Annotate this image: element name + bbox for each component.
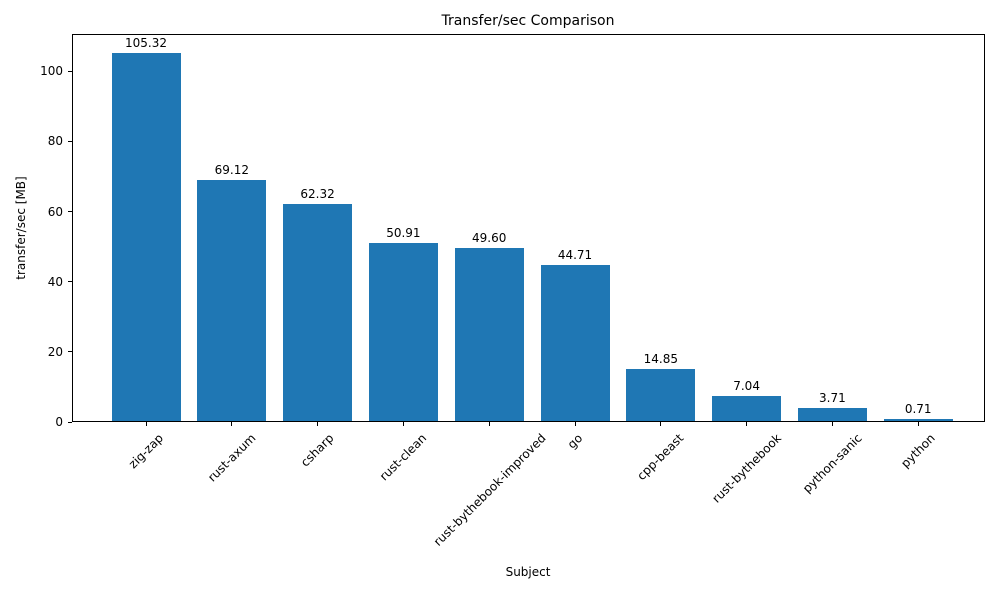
x-tick-label: rust-clean [377, 431, 430, 484]
x-tick-mark [746, 422, 748, 426]
y-tick-mark [68, 70, 72, 72]
x-tick-label: cpp-beast [634, 431, 687, 483]
x-tick-label: python [898, 431, 938, 471]
x-tick-mark [488, 422, 490, 426]
x-tick-mark [317, 422, 319, 426]
plot-area: 105.32 69.12 62.32 50.91 49.60 44.71 14.85 7.04… [72, 34, 985, 422]
bar-go [540, 264, 610, 421]
x-tick-mark [660, 422, 662, 426]
x-tick-label: python-sanic [799, 431, 865, 496]
bar-zig-zap [111, 53, 181, 421]
bar-rust-bythebook [712, 396, 782, 421]
x-tick-label: go [564, 431, 586, 452]
y-axis-label: transfer/sec [MB] [14, 176, 28, 280]
x-tick-label: rust-bythebook-improved [430, 431, 549, 549]
x-tick-mark [145, 422, 147, 426]
bar-rust-clean [368, 243, 438, 421]
y-tick-mark [68, 140, 72, 142]
bar-python-sanic [797, 408, 867, 421]
bar-value-label: 50.91 [386, 226, 421, 241]
bar-value-label: 44.71 [557, 247, 593, 262]
x-tick-mark [402, 422, 404, 426]
x-tick-label: rust-axum [205, 431, 259, 485]
bar-rust-bythebook-improved [454, 247, 524, 421]
y-tick-mark [68, 211, 72, 212]
bar-value-label: 14.85 [643, 352, 678, 367]
y-tick-label: 40 [47, 274, 63, 289]
bar-value-label: 7.04 [733, 379, 760, 394]
x-axis-label: Subject [505, 565, 551, 579]
bar-python [883, 418, 953, 421]
bar-value-label: 49.60 [472, 230, 507, 245]
x-tick-mark [831, 422, 833, 426]
y-tick-mark [68, 421, 72, 423]
bar-value-label: 0.71 [904, 401, 932, 416]
y-tick-label: 80 [47, 134, 63, 149]
y-tick-label: 100 [40, 64, 63, 79]
bar-value-label: 62.32 [300, 186, 335, 201]
x-tick-label: csharp [298, 431, 337, 470]
x-tick-mark [917, 422, 919, 426]
x-tick-mark [231, 422, 233, 426]
bar-value-label: 3.71 [819, 391, 846, 406]
y-tick-mark [68, 351, 72, 353]
x-tick-label: rust-bythebook [709, 431, 785, 506]
y-tick-label: 60 [47, 204, 63, 219]
bar-cpp-beast [626, 369, 696, 421]
bar-csharp [283, 203, 353, 421]
chart-title: Transfer/sec Comparison [441, 13, 615, 29]
bar-rust-axum [197, 179, 267, 421]
y-tick-label: 0 [55, 415, 63, 429]
y-tick-mark [68, 281, 72, 283]
x-tick-label: zig-zap [125, 431, 167, 472]
bar-value-label: 69.12 [214, 162, 249, 177]
bar-value-label: 105.32 [125, 36, 167, 51]
y-tick-label: 20 [47, 344, 63, 359]
x-tick-mark [574, 422, 576, 426]
